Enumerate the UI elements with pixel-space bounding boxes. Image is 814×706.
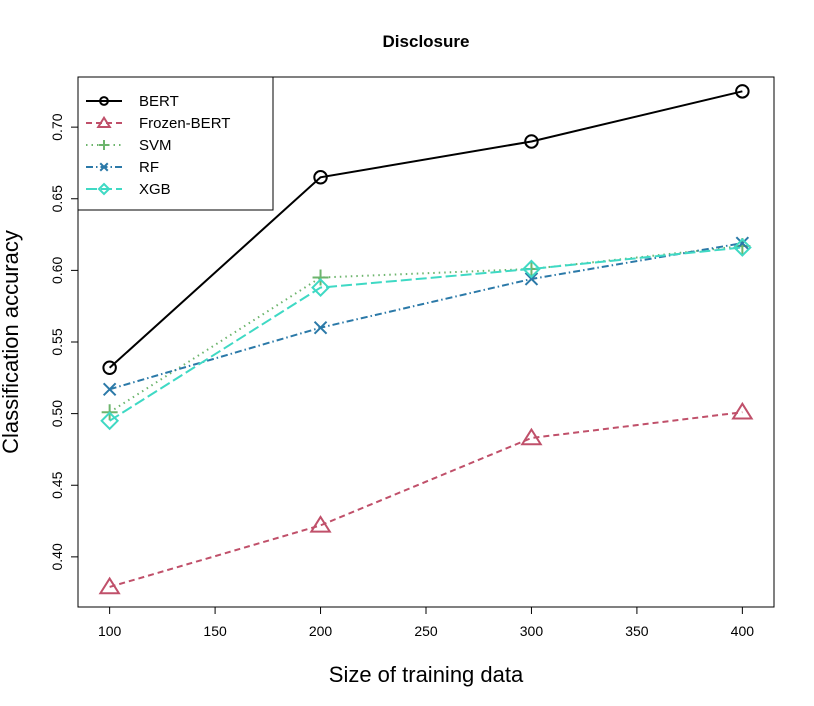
chart-title: Disclosure (383, 32, 470, 51)
x-tick-label: 150 (203, 623, 227, 639)
legend-marker (99, 162, 109, 172)
y-tick-label: 0.55 (49, 328, 65, 355)
series-group (98, 84, 754, 595)
x-tick-label: 350 (625, 623, 649, 639)
legend-label: BERT (139, 93, 179, 110)
x-tick-label: 300 (520, 623, 544, 639)
legend-box (77, 76, 274, 211)
series-line (108, 90, 743, 369)
y-axis: 0.40 0.45 0.50 0.55 0.60 0.65 0.70 (49, 113, 78, 570)
data-point (98, 576, 121, 595)
x-tick-label: 100 (98, 623, 122, 639)
x-tick-label: 400 (731, 623, 755, 639)
y-tick-label: 0.45 (49, 471, 65, 498)
series-bert (102, 84, 750, 376)
y-tick-label: 0.70 (49, 113, 65, 140)
data-point (100, 411, 120, 431)
legend-marker (96, 115, 112, 128)
series-frozen-bert (98, 401, 754, 595)
y-tick-label: 0.60 (49, 257, 65, 284)
data-point (309, 515, 332, 533)
legend-label: RF (139, 159, 159, 176)
legend-label: XGB (139, 181, 171, 198)
data-point (520, 427, 543, 446)
legend-marker (99, 96, 109, 106)
data-point (311, 278, 330, 297)
series-svm (101, 238, 751, 421)
y-axis-label: Classification accuracy (0, 230, 23, 454)
legend-marker (97, 182, 111, 196)
data-point (524, 272, 539, 286)
data-point (731, 401, 754, 420)
series-rf (102, 236, 750, 396)
data-point (313, 320, 328, 335)
x-axis: 100 150 200 250 300 350 400 (98, 607, 754, 639)
data-point (735, 84, 750, 99)
data-point (102, 360, 117, 376)
series-line (109, 245, 743, 414)
x-tick-label: 250 (414, 623, 438, 639)
y-tick-label: 0.65 (49, 185, 65, 212)
x-tick-label: 200 (309, 623, 333, 639)
series-line (109, 246, 743, 422)
series-xgb (100, 238, 752, 431)
series-line (109, 242, 743, 391)
y-tick-label: 0.50 (49, 400, 65, 427)
series-line (109, 411, 743, 588)
x-axis-label: Size of training data (329, 662, 524, 687)
legend-label: Frozen-BERT (139, 115, 230, 132)
data-point (102, 382, 117, 396)
legend-marker (99, 140, 109, 150)
data-point (522, 259, 541, 279)
data-point (732, 238, 752, 257)
data-point (313, 170, 328, 185)
data-point (312, 269, 329, 286)
legend-label: SVM (139, 137, 172, 154)
y-tick-label: 0.40 (49, 543, 65, 570)
data-point (524, 134, 539, 149)
legend: BERT Frozen-BERT SVM RF XGB (77, 76, 274, 211)
